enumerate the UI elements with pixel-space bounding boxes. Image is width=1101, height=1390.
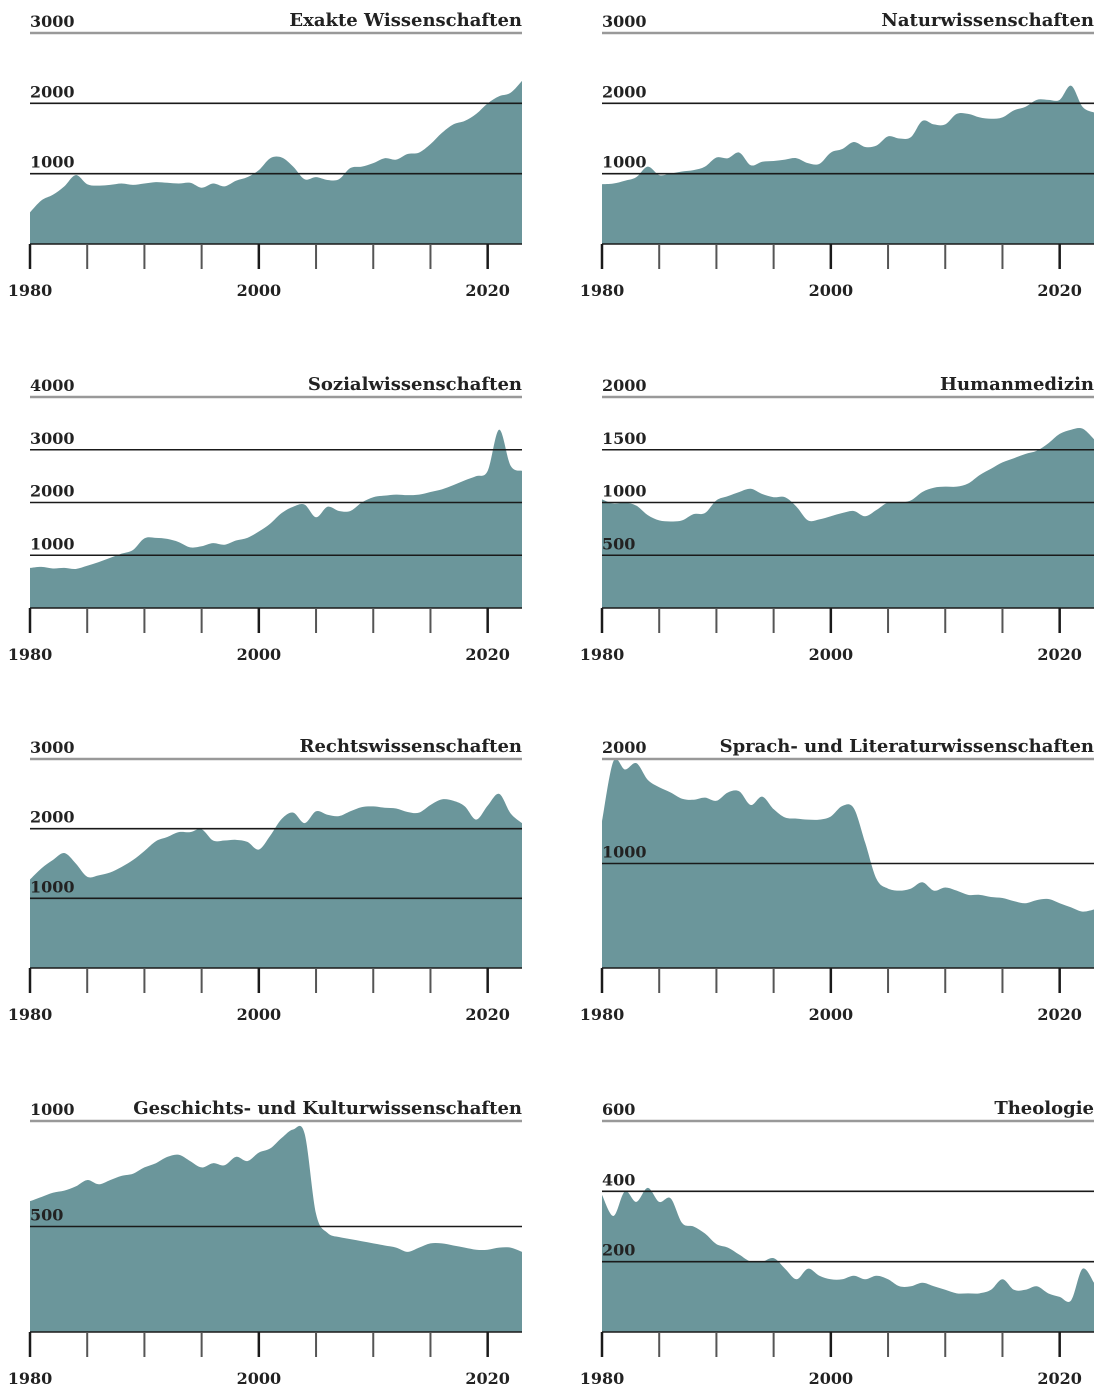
y-tick-label: 2000 (602, 738, 647, 757)
y-tick-label: 1000 (30, 1100, 75, 1119)
x-tick-label: 2000 (809, 281, 854, 300)
x-tick-label: 2000 (237, 1005, 282, 1024)
y-tick-label: 3000 (602, 12, 647, 31)
y-tick-label: 2000 (602, 376, 647, 395)
chart-title: Sprach- und Literaturwissenschaften (720, 736, 1094, 757)
x-tick-label: 2000 (809, 645, 854, 664)
chart-title: Geschichts- und Kulturwissenschaften (133, 1098, 522, 1119)
chart-sprach-und-literaturwissenschaften: 1000 2000 Sprach- und Literaturwissenschaf… (580, 736, 1094, 1024)
x-tick-label: 2000 (809, 1369, 854, 1388)
y-tick-label: 600 (602, 1100, 635, 1119)
x-tick-label: 2020 (1037, 281, 1082, 300)
x-tick-label: 1980 (8, 645, 53, 664)
y-tick-label: 1000 (602, 482, 647, 501)
x-tick-label: 2000 (809, 1005, 854, 1024)
y-tick-label: 1000 (602, 153, 647, 172)
x-tick-label: 2020 (465, 1005, 510, 1024)
chart-theologie: 200 400 600 Theologie 1980 2000 2020 (580, 1098, 1094, 1388)
x-tick-label: 1980 (8, 1369, 53, 1388)
y-tick-label: 2000 (30, 482, 75, 501)
area-series (602, 1187, 1094, 1332)
x-tick-label: 2000 (237, 645, 282, 664)
area-series (602, 85, 1094, 244)
chart-naturwissenschaften: 1000 2000 3000 Naturwissenschaften 1980 2000 2… (580, 10, 1094, 300)
y-tick-label: 1000 (30, 877, 75, 896)
area-series (30, 80, 522, 245)
x-tick-label: 2020 (1037, 1005, 1082, 1024)
y-tick-label: 1000 (30, 153, 75, 172)
area-series (30, 1125, 522, 1332)
y-tick-label: 3000 (30, 429, 75, 448)
y-tick-label: 2000 (602, 82, 647, 101)
chart-title: Exakte Wissenschaften (289, 10, 522, 31)
x-tick-label: 1980 (580, 1369, 625, 1388)
y-tick-label: 1000 (30, 534, 75, 553)
chart-title: Sozialwissenschaften (308, 374, 522, 395)
y-tick-label: 3000 (30, 12, 75, 31)
x-tick-label: 2020 (465, 281, 510, 300)
x-tick-label: 2020 (1037, 1369, 1082, 1388)
y-tick-label: 500 (602, 534, 635, 553)
x-tick-label: 2000 (237, 1369, 282, 1388)
x-tick-label: 2020 (465, 1369, 510, 1388)
y-tick-label: 2000 (30, 808, 75, 827)
chart-rechtswissenschaften: 1000 2000 3000 Rechtswissenschaften 1980 2000… (8, 736, 522, 1024)
chart-title: Theologie (994, 1098, 1094, 1119)
y-tick-label: 400 (602, 1170, 635, 1189)
x-tick-label: 1980 (8, 1005, 53, 1024)
x-tick-label: 1980 (580, 1005, 625, 1024)
x-tick-label: 2020 (465, 645, 510, 664)
y-tick-label: 2000 (30, 82, 75, 101)
y-tick-label: 200 (602, 1241, 635, 1260)
area-series (602, 428, 1094, 608)
chart-title: Naturwissenschaften (881, 10, 1094, 31)
chart-title: Rechtswissenschaften (300, 736, 523, 757)
chart-humanmedizin: 500 1000 1500 2000 Humanmedizin 1980 2000 2020 (580, 374, 1094, 664)
y-tick-label: 1500 (602, 429, 647, 448)
y-tick-label: 500 (30, 1206, 63, 1225)
chart-exakte-wissenschaften: 1000 2000 3000 Exakte Wissenschaften 1980 200… (8, 10, 522, 300)
chart-title: Humanmedizin (940, 374, 1094, 395)
x-tick-label: 2000 (237, 281, 282, 300)
y-tick-label: 1000 (602, 843, 647, 862)
area-series (30, 793, 522, 968)
x-tick-label: 1980 (580, 645, 625, 664)
area-series (30, 429, 522, 608)
x-tick-label: 1980 (580, 281, 625, 300)
chart-sozialwissenschaften: 1000 2000 3000 4000 Sozialwissenschaften 1980… (8, 374, 522, 664)
x-tick-label: 1980 (8, 281, 53, 300)
y-tick-label: 4000 (30, 376, 75, 395)
y-tick-label: 3000 (30, 738, 75, 757)
x-tick-label: 2020 (1037, 645, 1082, 664)
chart-geschichts-und-kulturwissenschaften: 500 1000 Geschichts- und Kulturwissenschaf… (8, 1098, 522, 1388)
